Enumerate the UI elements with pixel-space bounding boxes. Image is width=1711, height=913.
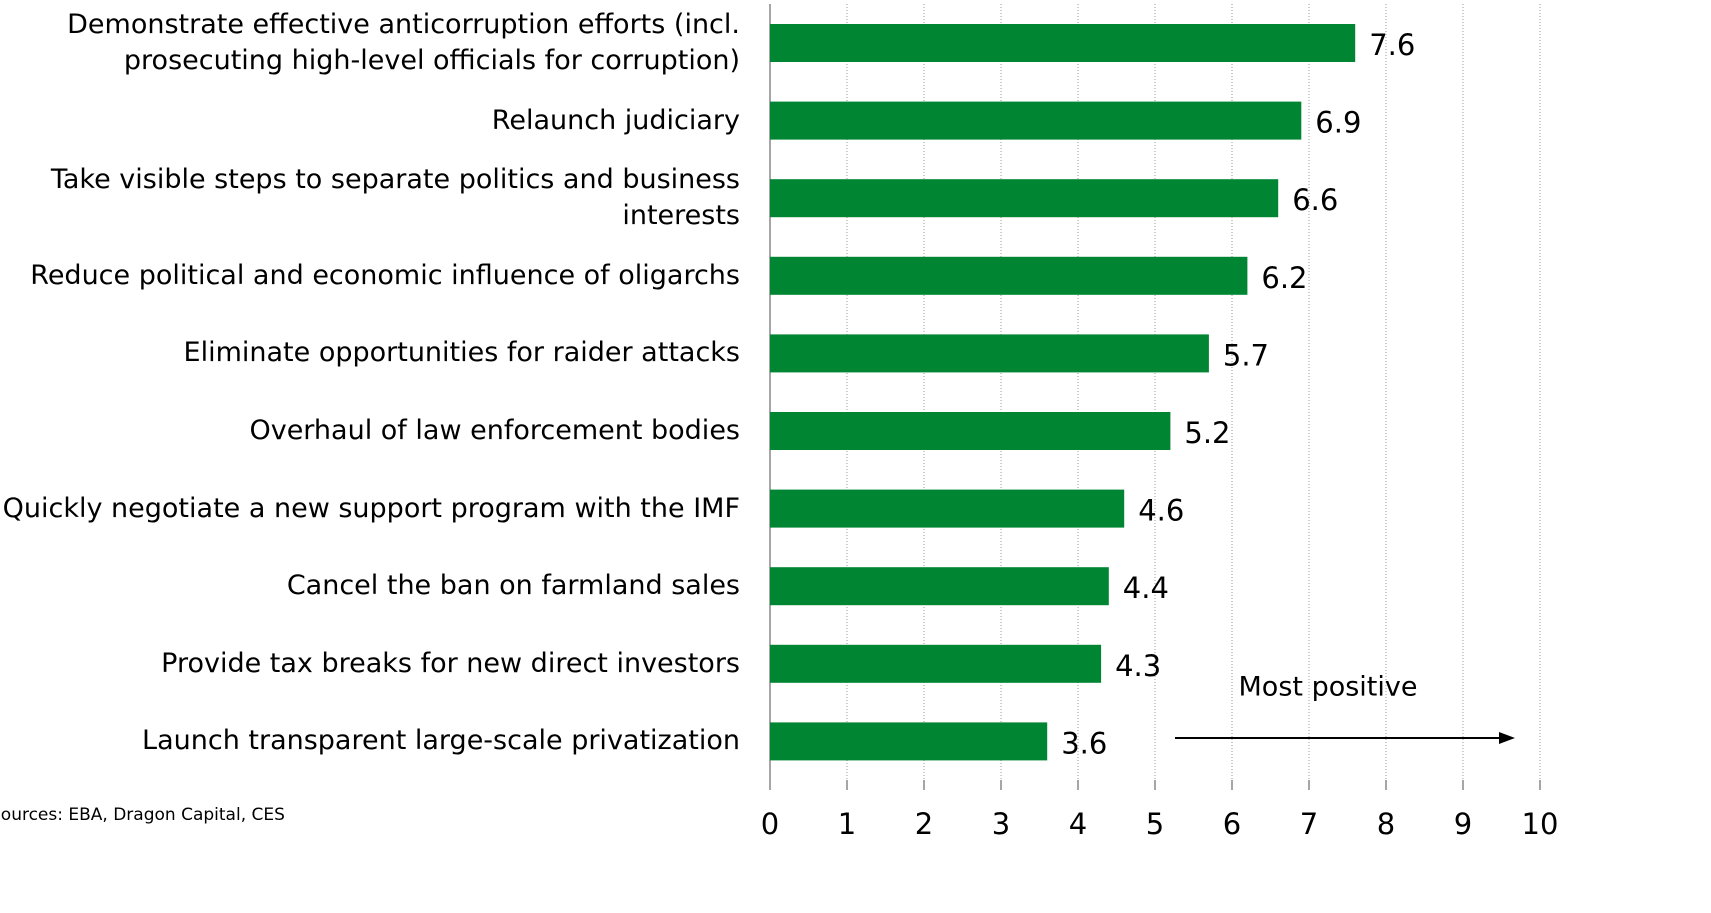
category-label-box: Reduce political and economic influence …: [30, 259, 740, 291]
category-label-box: Launch transparent large-scale privatiza…: [142, 725, 740, 757]
value-label: 6.9: [1315, 106, 1361, 140]
y-tick-label: Demonstrate effective anticorruption eff…: [67, 9, 740, 76]
value-label: 5.2: [1184, 416, 1230, 450]
y-tick-label: Overhaul of law enforcement bodies: [249, 415, 740, 446]
category-label-box: Demonstrate effective anticorruption eff…: [67, 9, 740, 76]
y-tick-label: Eliminate opportunities for raider attac…: [183, 337, 740, 369]
x-tick-label: 7: [1300, 807, 1318, 841]
bar: [770, 179, 1279, 218]
y-tick-label: Cancel the ban on farmland sales: [286, 570, 740, 602]
value-label: 4.4: [1123, 571, 1169, 605]
source: Sources: EBA, Dragon Capital, CES: [0, 805, 285, 825]
bar: [770, 24, 1356, 62]
x-tick-label: 1: [838, 807, 856, 841]
bar: [770, 334, 1209, 373]
x-tick-label: 5: [1146, 807, 1164, 841]
bar: [770, 256, 1248, 295]
x-tick-label: 0: [761, 807, 779, 841]
value-label: 4.3: [1115, 649, 1161, 683]
bar: [770, 412, 1171, 450]
y-tick-label: Quickly negotiate a new support program …: [2, 492, 740, 524]
value-label: 6.2: [1261, 261, 1307, 295]
arrow-head: [1499, 732, 1515, 744]
value-label: 7.6: [1369, 28, 1415, 62]
y-tick-label: Provide tax breaks for new direct invest…: [161, 647, 740, 679]
value-label: 4.6: [1138, 494, 1184, 528]
bar: [770, 101, 1302, 140]
category-label-box: Overhaul of law enforcement bodies: [249, 415, 740, 446]
value-label: 3.6: [1061, 726, 1107, 760]
y-tick-label: Reduce political and economic influence …: [30, 259, 740, 291]
category-label-box: Cancel the ban on farmland sales: [286, 570, 740, 602]
bar: [770, 644, 1102, 683]
x-tick-label: 4: [1069, 807, 1087, 841]
category-label-box: Quickly negotiate a new support program …: [2, 492, 740, 524]
annotation: Most positive: [1239, 672, 1418, 703]
plot: 0 1 2 3 4 5 6 7 8 9 10 Demonstrate effective antico…: [2, 4, 1559, 841]
x-tick-label: 6: [1223, 807, 1241, 841]
category-label-box: Provide tax breaks for new direct invest…: [161, 647, 740, 679]
x-tick-label: 10: [1522, 807, 1559, 841]
x-tick-label: 8: [1377, 807, 1395, 841]
category-label-box: Relaunch judiciary: [491, 104, 740, 136]
value-label: 6.6: [1292, 183, 1338, 217]
category-label-box: Eliminate opportunities for raider attac…: [183, 337, 740, 369]
x-tick-label: 2: [915, 807, 933, 841]
y-tick-label: Take visible steps to separate politics …: [50, 164, 740, 232]
category-label-box: Take visible steps to separate politics …: [50, 164, 740, 232]
value-label: 5.7: [1223, 338, 1269, 372]
bar: [770, 567, 1109, 606]
bar: [770, 722, 1048, 761]
bar: [770, 489, 1125, 528]
y-tick-label: Launch transparent large-scale privatiza…: [142, 725, 740, 757]
x-tick-label: 9: [1454, 807, 1472, 841]
y-tick-label: Relaunch judiciary: [491, 104, 740, 136]
x-tick-label: 3: [992, 807, 1010, 841]
